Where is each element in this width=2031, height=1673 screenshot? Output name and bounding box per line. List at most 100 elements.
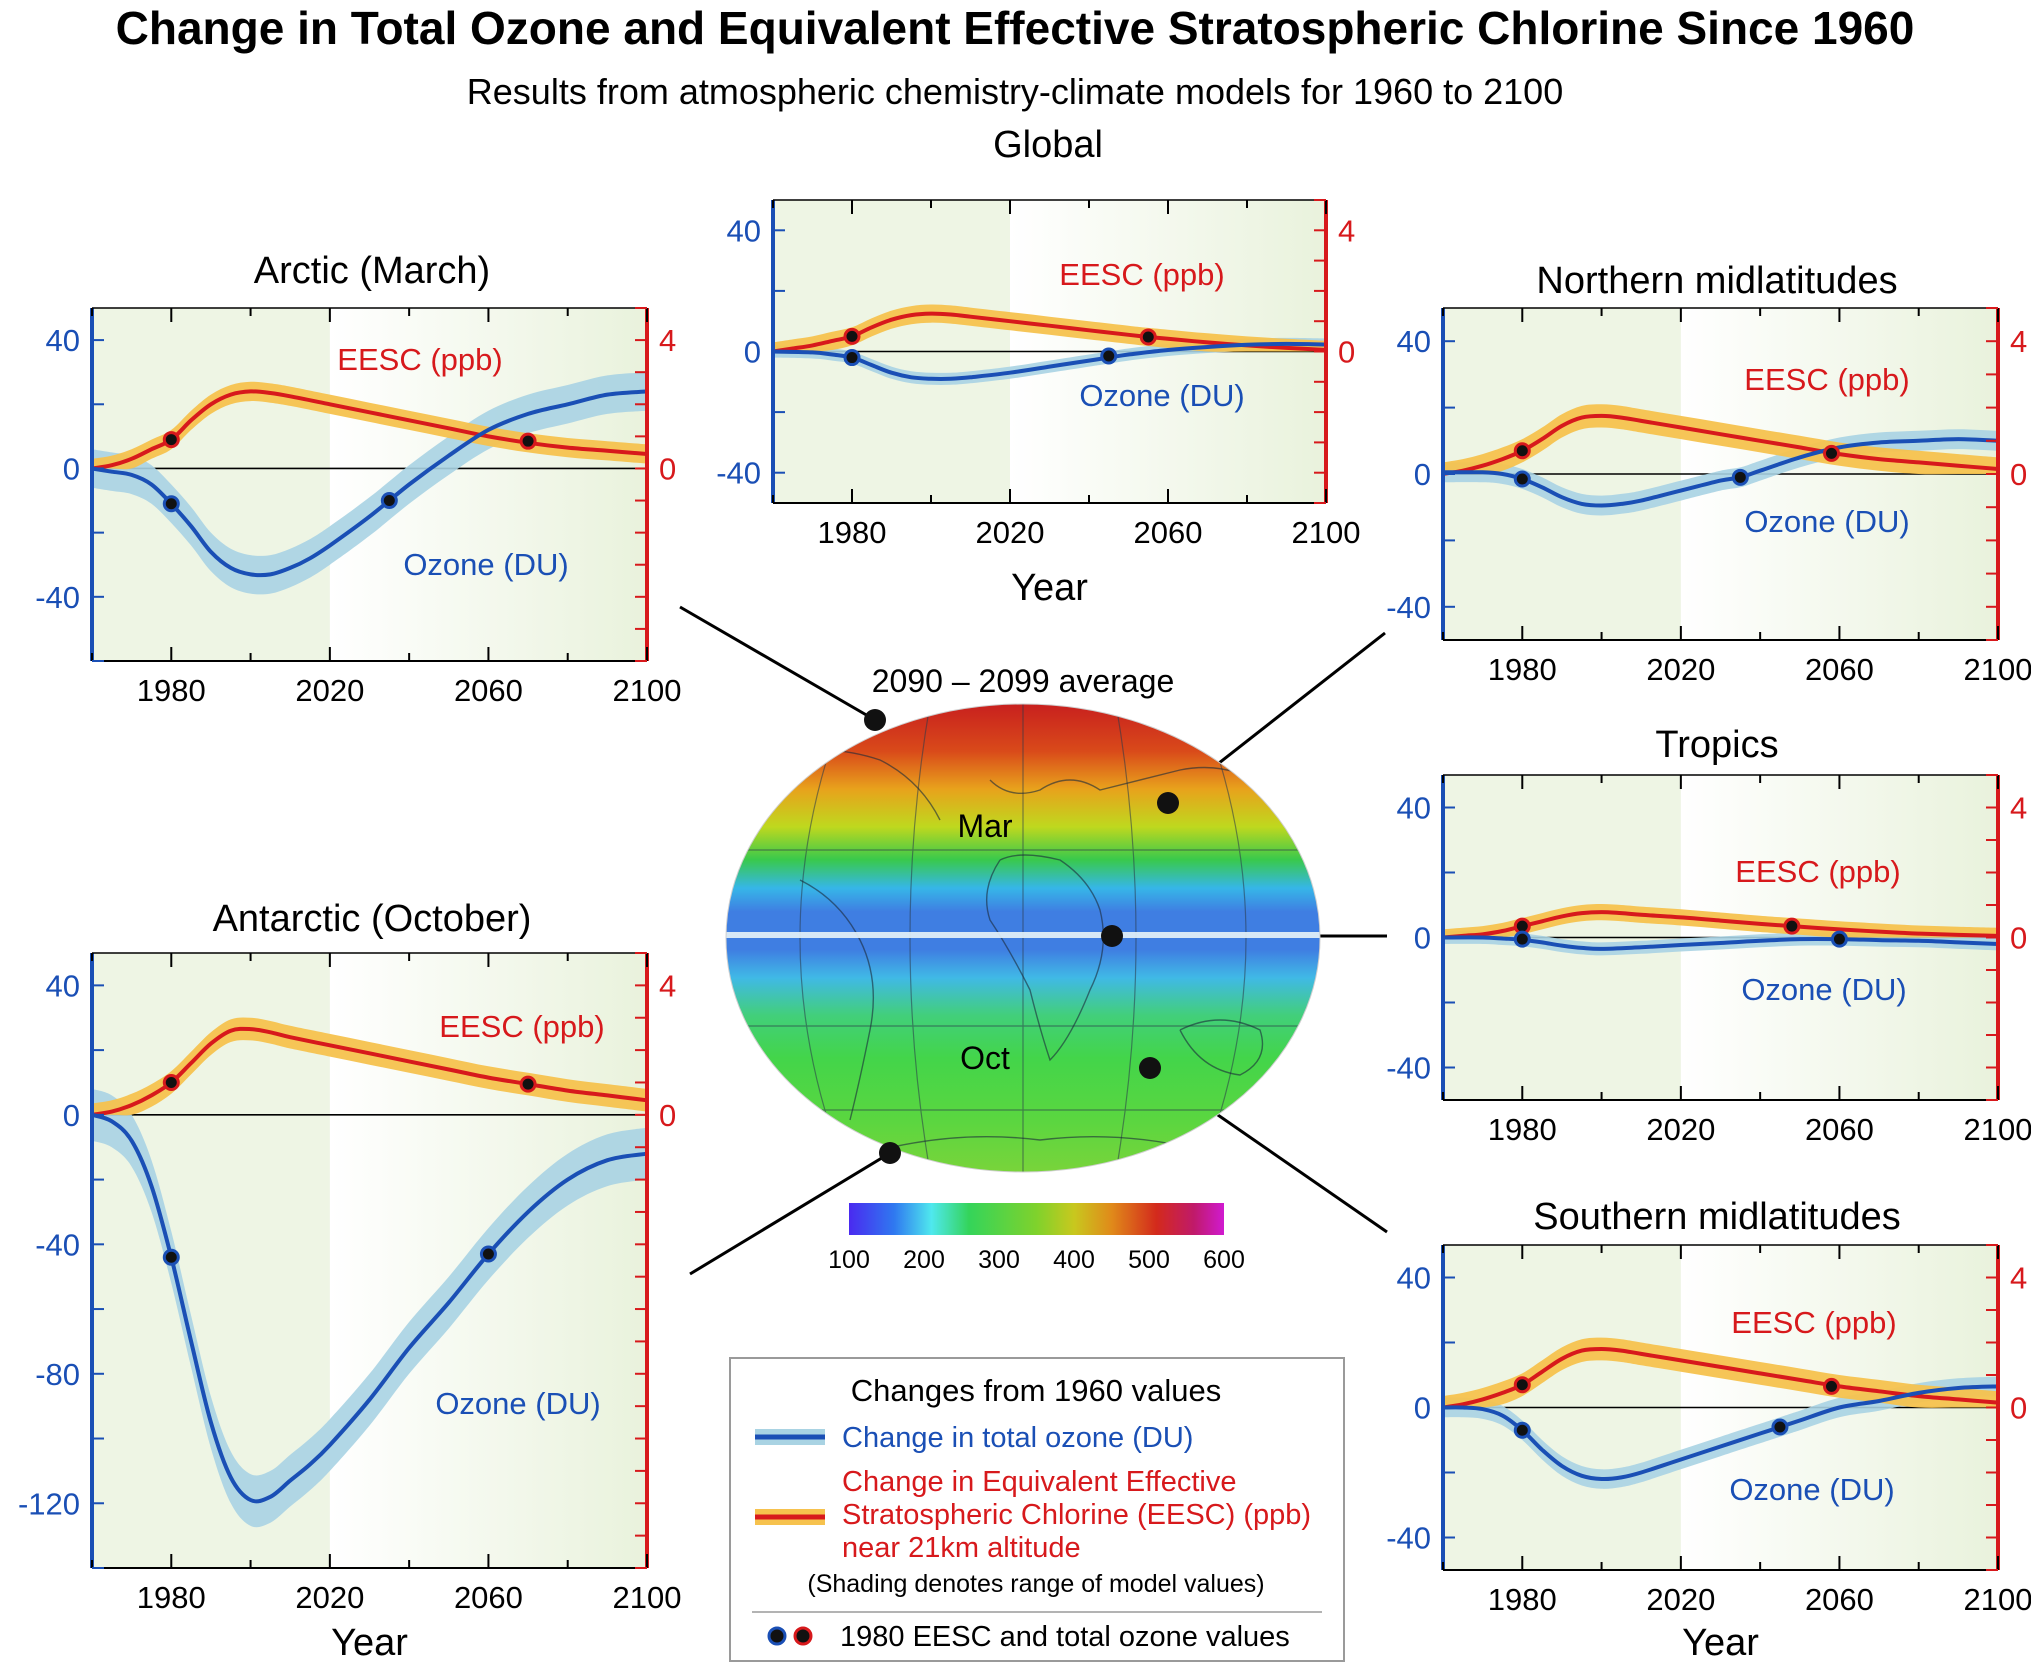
legend-box (729, 1357, 1345, 1662)
dot-arctic (864, 709, 886, 731)
dot-tropics (1101, 925, 1123, 947)
ozone-return-marker (1731, 468, 1749, 486)
x-tick-label: 1980 (137, 1580, 206, 1615)
y-tick-label-right: 4 (2010, 324, 2027, 359)
y-tick-label-right: 4 (1338, 213, 1355, 248)
x-axis-title: Year (1011, 567, 1088, 609)
eesc-series-label: EESC (ppb) (1731, 1305, 1896, 1340)
x-tick-label: 2020 (1646, 1112, 1715, 1147)
x-tick-label: 2060 (1805, 1582, 1874, 1617)
eesc-series-label: EESC (ppb) (337, 342, 502, 377)
eesc-line (1442, 413, 1999, 476)
x-tick-label: 2060 (454, 1580, 523, 1615)
dot-smid (1139, 1057, 1161, 1079)
x-tick-label: 2020 (1646, 652, 1715, 687)
x-axis-title: Year (331, 1622, 408, 1664)
dot-nmid (1157, 792, 1179, 814)
legend-title: Changes from 1960 values (851, 1373, 1222, 1408)
legend-markers-entry: 1980 EESC and total ozone values (840, 1621, 1290, 1653)
eesc-series-label: EESC (ppb) (1059, 257, 1224, 292)
panel-title: Northern midlatitudes (1536, 260, 1897, 302)
ozone-series-label: Ozone (DU) (1741, 972, 1906, 1007)
colorbar-tick-label: 200 (903, 1246, 945, 1274)
ozone-return-marker (1830, 930, 1848, 948)
y-tick-label-left: -40 (1386, 1521, 1431, 1556)
y-tick-label-left: 0 (744, 335, 761, 370)
legend-marker-eesc (793, 1626, 813, 1646)
connector-antarctic (689, 1151, 891, 1276)
x-tick-label: 2100 (1964, 652, 2031, 687)
y-tick-label-right: 4 (659, 968, 676, 1003)
x-tick-label: 2100 (613, 673, 682, 708)
connector-arctic (679, 605, 876, 722)
panels: Arctic (March)1980 2020 2060 2100400-4040EE… (18, 124, 2031, 1664)
legend-ozone-entry: Change in total ozone (DU) (842, 1422, 1193, 1454)
ozone-1980-marker (162, 495, 180, 513)
panel-arctic: Arctic (March)1980 2020 2060 2100400-4040EE… (35, 250, 681, 708)
y-tick-label-left: 40 (1397, 324, 1431, 359)
globe (726, 704, 1320, 1172)
colorbar-tick-label: 400 (1053, 1246, 1095, 1274)
figure-subtitle: Results from atmospheric chemistry-clima… (467, 71, 1563, 112)
eesc-return-marker (519, 432, 537, 450)
eesc-line (772, 311, 1327, 354)
ozone-band (92, 372, 647, 595)
x-tick-label: 2060 (1134, 515, 1203, 550)
eesc-1980-marker (162, 431, 180, 449)
y-tick-label-right: 0 (659, 1098, 676, 1133)
eesc-series-label: EESC (ppb) (1744, 362, 1909, 397)
dot-antarctic (879, 1142, 901, 1164)
y-tick-label-left: 40 (1397, 1261, 1431, 1296)
ozone-1980-marker (1513, 1421, 1531, 1439)
y-tick-label-left: 40 (46, 968, 80, 1003)
eesc-line (1442, 1346, 1999, 1410)
ozone-1980-marker (843, 349, 861, 367)
y-tick-label-left: 0 (1414, 457, 1431, 492)
y-tick-label-right: 4 (2010, 791, 2027, 826)
y-tick-label-right: 4 (659, 323, 676, 358)
y-tick-label-right: 0 (2010, 1391, 2027, 1426)
y-tick-label-left: 0 (1414, 921, 1431, 956)
eesc-series-label: EESC (ppb) (439, 1009, 604, 1044)
map-title: 2090 – 2099 average (872, 663, 1174, 699)
x-tick-label: 1980 (1488, 652, 1557, 687)
y-tick-label-left: -40 (1386, 590, 1431, 625)
ozone-series-label: Ozone (DU) (1729, 1472, 1894, 1507)
x-tick-label: 2100 (1964, 1582, 2031, 1617)
legend-shading-note: (Shading denotes range of model values) (807, 1570, 1264, 1598)
y-tick-label-left: -40 (35, 580, 80, 615)
figure-title: Change in Total Ozone and Equivalent Eff… (116, 2, 1915, 54)
ozone-line (91, 389, 648, 578)
y-tick-label-right: 4 (2010, 1261, 2027, 1296)
x-tick-label: 1980 (1488, 1112, 1557, 1147)
y-tick-label-left: 40 (46, 323, 80, 358)
panel-title: Global (993, 124, 1103, 166)
colorbar-tick-label: 600 (1203, 1246, 1245, 1274)
x-tick-label: 2100 (1964, 1112, 2031, 1147)
x-tick-label: 2020 (976, 515, 1045, 550)
map-label-south: Oct (960, 1040, 1010, 1076)
eesc-return-marker (519, 1075, 537, 1093)
x-tick-label: 2020 (1646, 1582, 1715, 1617)
x-tick-label: 1980 (137, 673, 206, 708)
colorbar-tick-label: 300 (978, 1246, 1020, 1274)
equator-band (726, 932, 1320, 938)
colorbar-tick-label: 500 (1128, 1246, 1170, 1274)
panel-title: Arctic (March) (254, 250, 490, 292)
y-tick-label-left: -120 (18, 1486, 80, 1521)
globe-outline (725, 703, 1321, 1173)
eesc-return-marker (1823, 1377, 1840, 1395)
y-tick-label-right: 0 (2010, 457, 2027, 492)
ozone-map: 2090 – 2099 average (725, 663, 1321, 1274)
x-tick-label: 2020 (295, 673, 364, 708)
legend-eesc-entry-line2: Stratospheric Chlorine (EESC) (ppb) (842, 1499, 1311, 1531)
ozone-series-label: Ozone (DU) (435, 1386, 600, 1421)
y-tick-label-left: 40 (1397, 791, 1431, 826)
eesc-1980-marker (843, 327, 861, 345)
colorbar (849, 1203, 1224, 1235)
colorbar-tick-label: 100 (828, 1246, 870, 1274)
